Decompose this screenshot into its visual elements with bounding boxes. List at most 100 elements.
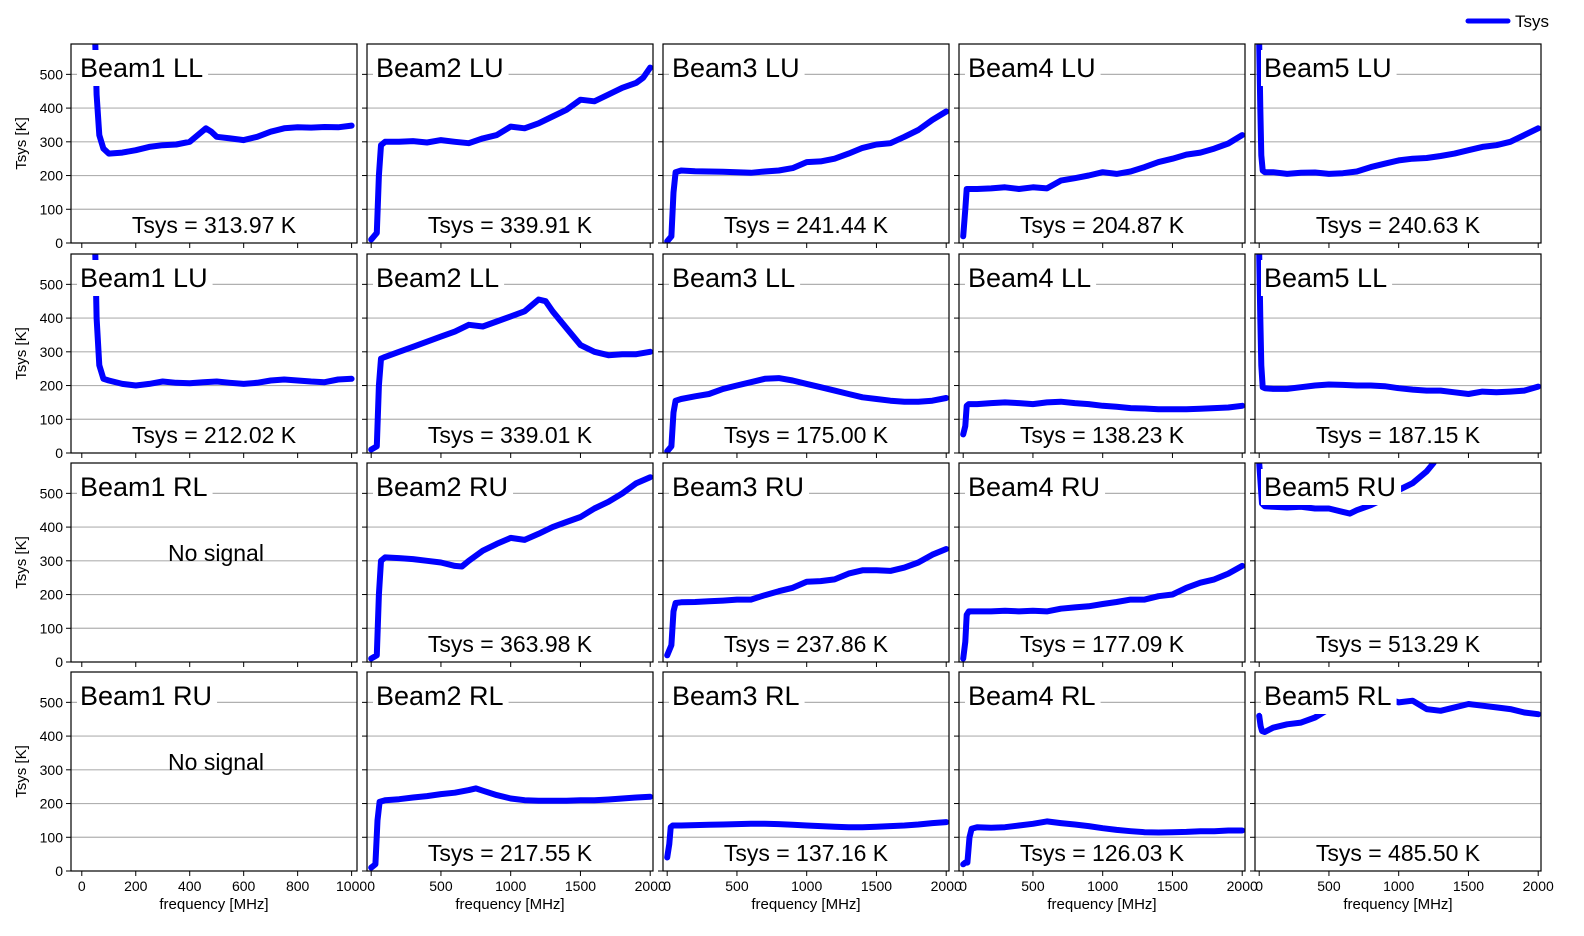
- tsys-series-line: [960, 562, 1245, 662]
- panel-title-bg: [1261, 260, 1393, 296]
- plot-frame: [958, 253, 1246, 454]
- panel-title-bg: [373, 50, 509, 86]
- panel-title-bg: [77, 678, 218, 714]
- panel-title: Beam3 RL: [672, 681, 800, 711]
- y-tick-label: 300: [40, 134, 64, 150]
- plot-frame: [662, 671, 950, 872]
- y-axis-label: Tsys [K]: [13, 327, 30, 380]
- tsys-value-label: Tsys = 240.63 K: [1316, 212, 1481, 238]
- plot-frame: [1254, 671, 1542, 872]
- y-tick-label: 100: [40, 201, 64, 217]
- panel-title-bg: [669, 50, 805, 86]
- x-tick-label: 0: [78, 878, 86, 894]
- tsys-series-line: [368, 296, 653, 453]
- x-tick-label: 500: [1021, 878, 1045, 894]
- panel-title-bg: [1261, 469, 1402, 505]
- tsys-value-label: Tsys = 237.86 K: [724, 631, 889, 657]
- plot-frame: [70, 462, 358, 663]
- x-tick-label: 0: [959, 878, 967, 894]
- tsys-value-label: Tsys = 212.02 K: [132, 422, 297, 448]
- panel-title-bg: [77, 260, 213, 296]
- panel-beam2-rl: 0 500 1000 1500 2000 Beam2 RL Tsys = 217.55 K f…: [362, 671, 666, 913]
- tsys-value-label: Tsys = 137.16 K: [724, 840, 889, 866]
- panel-title-bg: [1261, 678, 1397, 714]
- x-tick-label: 0: [663, 878, 671, 894]
- panel-beam2-ll: Beam2 LL Tsys = 339.01 K: [362, 253, 654, 458]
- panel-beam1-ll: 0 100 200 300 400 500 Beam1 LL Tsys = 313.97 K T…: [13, 43, 358, 251]
- tsys-series-line: [368, 474, 653, 662]
- panel-title: Beam5 RU: [1264, 472, 1396, 502]
- tsys-series-line: [960, 398, 1245, 438]
- panel-title: Beam1 RL: [80, 472, 208, 502]
- y-tick-label: 500: [40, 694, 64, 710]
- x-tick-label: 500: [1317, 878, 1341, 894]
- legend: Tsys: [1465, 12, 1549, 31]
- y-tick-label: 500: [40, 66, 64, 82]
- plot-frame: [70, 671, 358, 872]
- x-tick-label: 1000: [1087, 878, 1118, 894]
- plot-frame: [70, 43, 358, 244]
- plot-frame: [366, 462, 654, 663]
- panel-title: Beam4 RU: [968, 472, 1100, 502]
- tsys-series-line: [92, 44, 355, 157]
- panel-beam5-rl: 0 500 1000 1500 2000 Beam5 RL Tsys = 485.50 K f…: [1250, 671, 1554, 913]
- y-tick-label: 400: [40, 310, 64, 326]
- y-tick-label: 0: [55, 235, 63, 251]
- panel-beam4-ru: Beam4 RU Tsys = 177.09 K: [954, 462, 1246, 667]
- panel-title: Beam5 LU: [1264, 53, 1392, 83]
- plot-frame: [366, 253, 654, 454]
- panels: 0 100 200 300 400 500 Beam1 LL Tsys = 313.97 K T…: [13, 43, 1554, 913]
- plot-frame: [1254, 43, 1542, 244]
- x-tick-label: 1500: [1453, 878, 1484, 894]
- panel-title: Beam3 LL: [672, 263, 795, 293]
- no-signal-label: No signal: [168, 749, 264, 775]
- panel-title: Beam3 RU: [672, 472, 804, 502]
- panel-beam3-ru: Beam3 RU Tsys = 237.86 K: [658, 462, 950, 667]
- x-tick-label: 2000: [1227, 878, 1258, 894]
- tsys-value-label: Tsys = 313.97 K: [132, 212, 297, 238]
- y-tick-label: 100: [40, 411, 64, 427]
- panel-beam5-lu: Beam5 LU Tsys = 240.63 K: [1250, 43, 1542, 248]
- panel-beam4-lu: Beam4 LU Tsys = 204.87 K: [954, 43, 1246, 248]
- x-tick-label: 2000: [931, 878, 962, 894]
- no-signal-label: No signal: [168, 540, 264, 566]
- panel-beam4-ll: Beam4 LL Tsys = 138.23 K: [954, 253, 1246, 458]
- tsys-value-label: Tsys = 177.09 K: [1020, 631, 1185, 657]
- panel-beam5-ru: Beam5 RU Tsys = 513.29 K: [1250, 462, 1542, 667]
- x-tick-label: 2000: [1523, 878, 1554, 894]
- y-tick-label: 300: [40, 344, 64, 360]
- tsys-series-line: [960, 818, 1245, 868]
- tsys-value-label: Tsys = 513.29 K: [1316, 631, 1481, 657]
- tsys-value-label: Tsys = 363.98 K: [428, 631, 593, 657]
- panel-beam1-rl: 0 100 200 300 400 500 Beam1 RL No signal Tsys [K…: [13, 462, 358, 670]
- tsys-value-label: Tsys = 204.87 K: [1020, 212, 1185, 238]
- y-tick-label: 500: [40, 485, 64, 501]
- x-tick-label: 1000: [495, 878, 526, 894]
- y-tick-label: 500: [40, 276, 64, 292]
- x-tick-label: 1000: [336, 878, 367, 894]
- panel-title-bg: [77, 469, 213, 505]
- plot-frame: [958, 671, 1246, 872]
- y-tick-label: 300: [40, 762, 64, 778]
- x-tick-label: 0: [367, 878, 375, 894]
- tsys-series-line: [92, 254, 355, 389]
- x-axis-label: frequency [MHz]: [455, 896, 564, 913]
- x-tick-label: 500: [725, 878, 749, 894]
- panel-title-bg: [77, 50, 209, 86]
- y-tick-label: 0: [55, 445, 63, 461]
- panel-title: Beam3 LU: [672, 53, 800, 83]
- panel-title: Beam2 LU: [376, 53, 504, 83]
- panel-title-bg: [965, 678, 1101, 714]
- x-tick-label: 0: [1255, 878, 1263, 894]
- plot-frame: [1254, 253, 1542, 454]
- y-tick-label: 100: [40, 620, 64, 636]
- panel-title: Beam2 RL: [376, 681, 504, 711]
- panel-title-bg: [1261, 50, 1397, 86]
- panel-title-bg: [669, 260, 801, 296]
- plot-frame: [366, 671, 654, 872]
- panel-title-bg: [669, 469, 810, 505]
- panel-title-bg: [965, 469, 1106, 505]
- y-tick-label: 300: [40, 553, 64, 569]
- panel-beam2-lu: Beam2 LU Tsys = 339.91 K: [362, 43, 654, 248]
- panel-beam1-lu: 0 100 200 300 400 500 Beam1 LU Tsys = 212.02 K T…: [13, 253, 358, 461]
